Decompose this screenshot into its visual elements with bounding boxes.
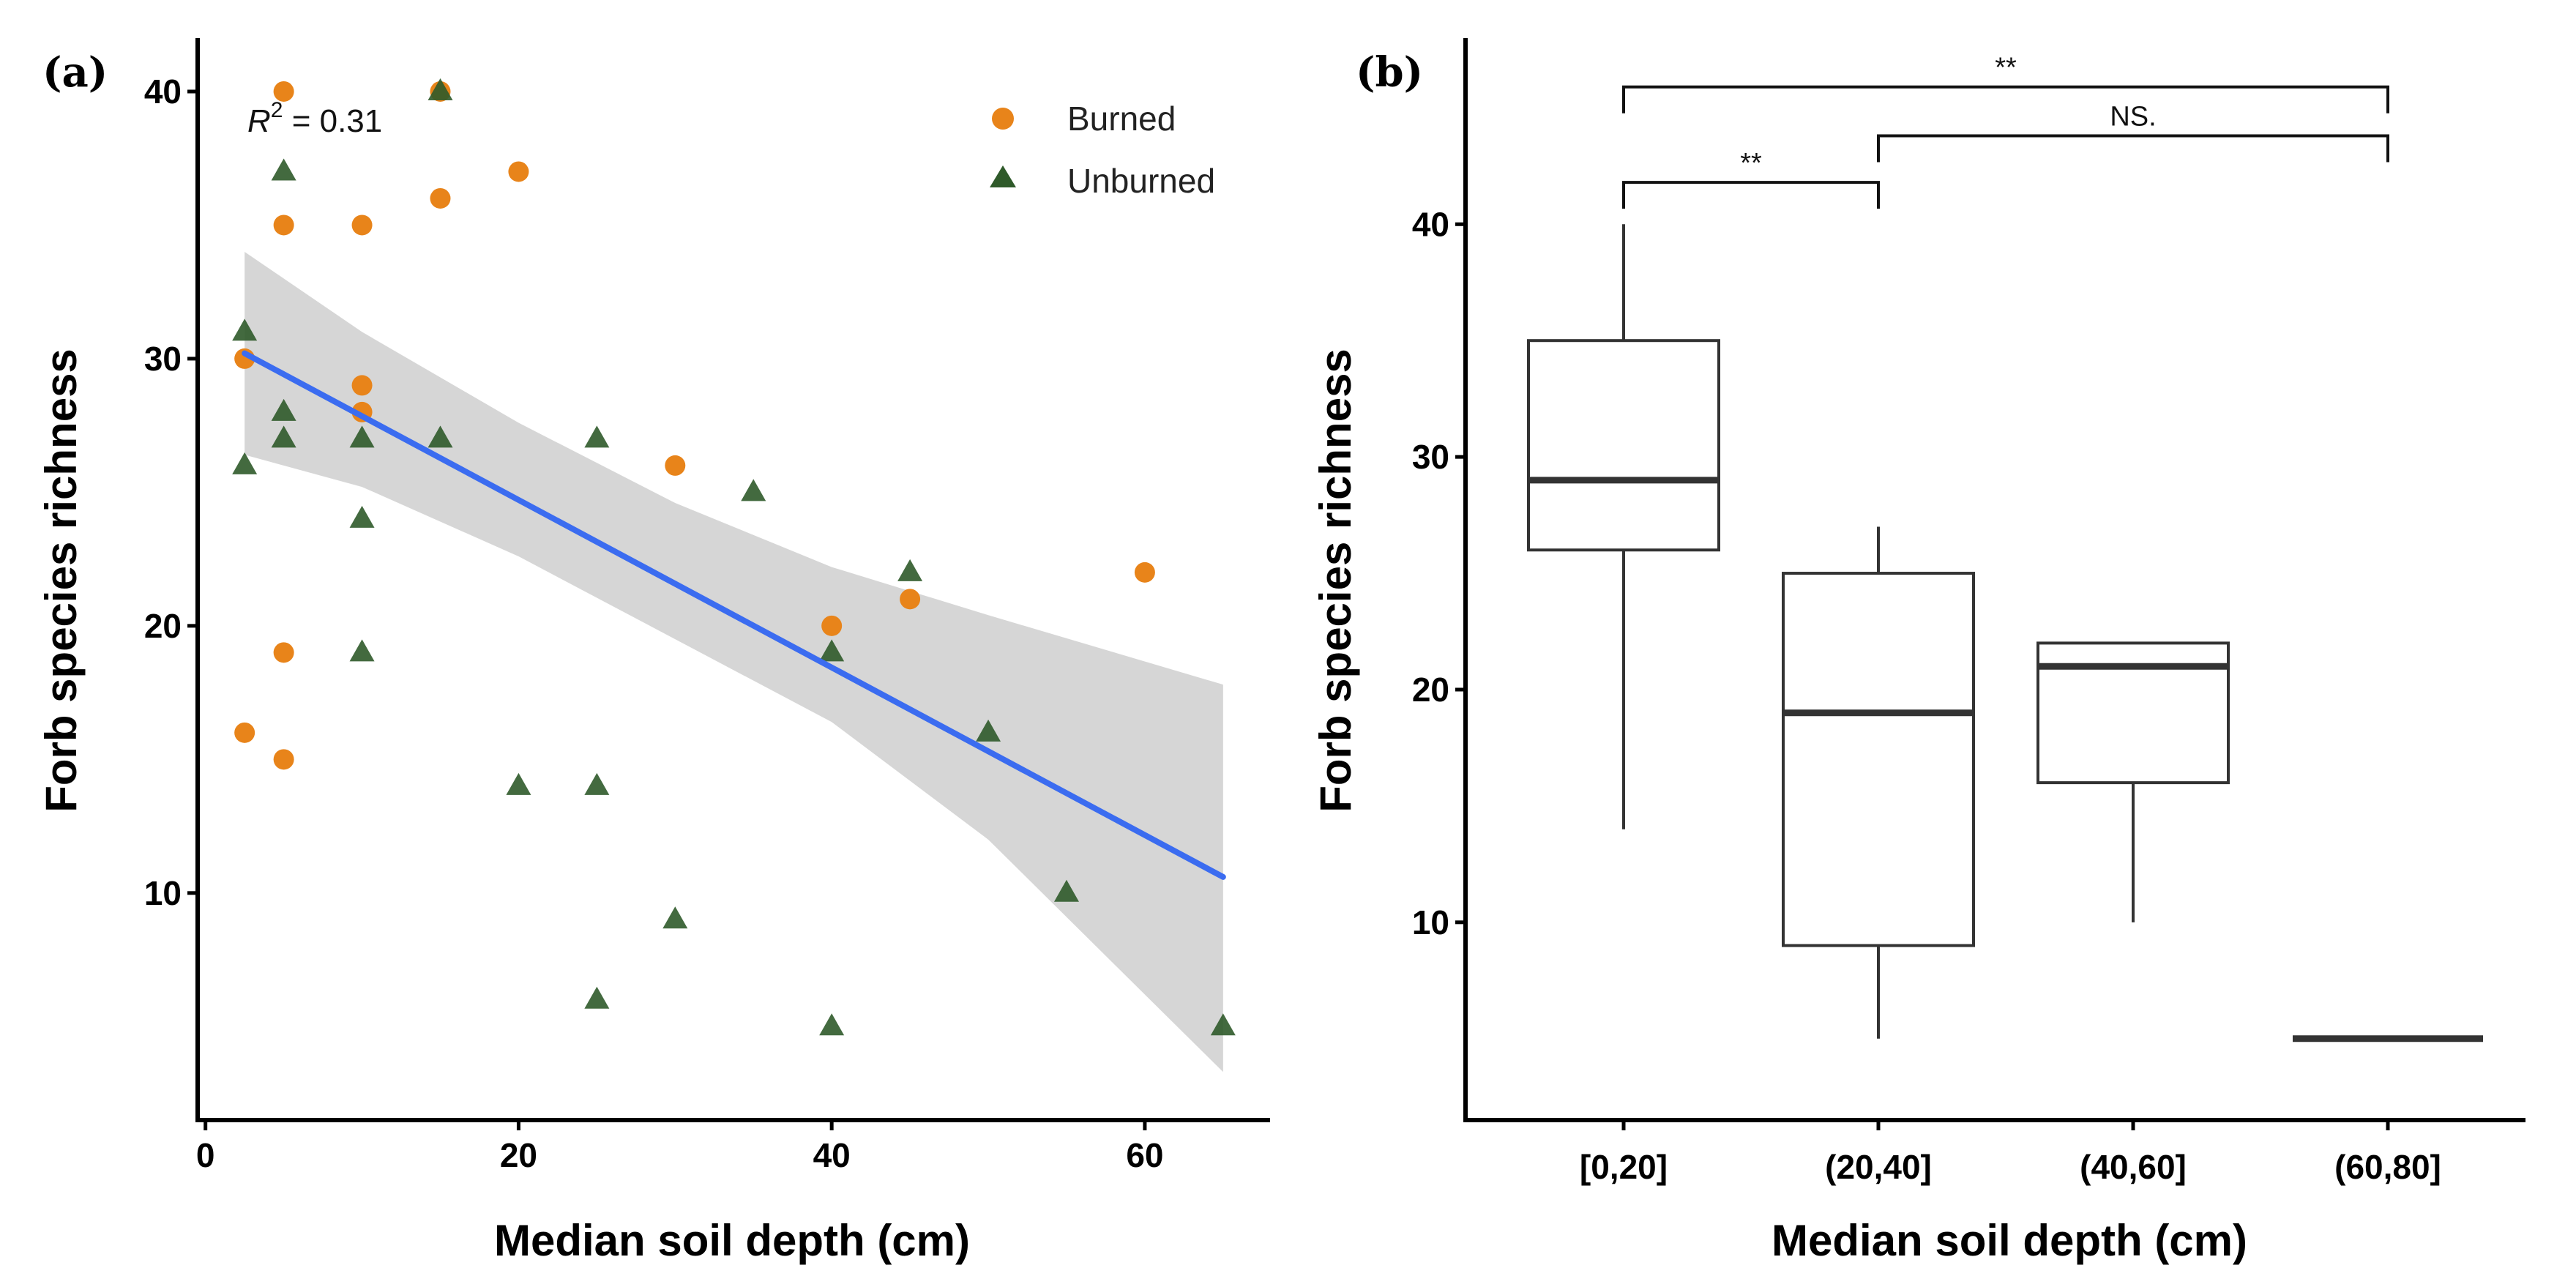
boxplot-panel: (b) **NS.** [0,20] (20,40] (40,60] (60,80] …	[1311, 38, 2525, 1265]
unburned-point	[819, 1013, 845, 1036]
significance-brackets: ** NS. **	[1622, 53, 2389, 209]
boxplot-x-tick-label: (60,80]	[2334, 1148, 2441, 1186]
burned-point	[273, 214, 294, 236]
burned-point	[273, 642, 294, 663]
boxplot-y-tick-label: 10	[1412, 903, 1449, 941]
significance-bracket	[1877, 134, 2389, 163]
significance-bracket	[1622, 181, 1880, 209]
significance-bracket	[1622, 85, 2389, 113]
scatter-y-tick-label: 20	[144, 607, 182, 645]
burned-point	[234, 722, 255, 743]
unburned-point	[349, 639, 375, 662]
significance-label: NS.	[2110, 101, 2156, 132]
scatter-y-axis-title: Forb species richness	[37, 348, 86, 813]
box-iqr	[1527, 339, 1720, 552]
unburned-point	[271, 158, 296, 181]
boxplot-layer	[1527, 224, 2483, 1042]
scatter-y-ticks: 10 20 30 40	[144, 72, 198, 912]
significance-label: **	[1740, 148, 1762, 179]
burned-point	[430, 187, 451, 209]
burned-point	[821, 615, 843, 636]
scatter-x-tick-label: 60	[1126, 1136, 1163, 1174]
boxplot-x-tick-label: (40,60]	[2080, 1148, 2187, 1186]
panel-a-label: (a)	[42, 48, 108, 97]
unburned-point	[349, 425, 375, 448]
burned-point	[508, 161, 529, 182]
burned-point	[351, 375, 373, 396]
burned-point	[351, 214, 373, 236]
burned-point	[665, 455, 686, 476]
box-iqr	[1782, 572, 1975, 947]
scatter-y-tick-label: 10	[144, 874, 182, 912]
scatter-x-tick-label: 40	[813, 1136, 851, 1174]
boxplot-y-tick-label: 30	[1412, 438, 1449, 476]
boxplot-x-axis-title: Median soil depth (cm)	[1772, 1216, 2247, 1265]
r-squared-annotation: R2 = 0.31	[247, 98, 382, 139]
unburned-point	[1053, 879, 1079, 902]
unburned-point	[232, 318, 258, 341]
regression-layer	[242, 350, 1226, 880]
scatter-y-tick-label: 40	[144, 72, 182, 111]
boxplot-y-tick-label: 40	[1412, 205, 1449, 243]
scatter-panel: (a) 0 20 40 60 10 20 30 40 R2 = 0.31 Burned Un…	[37, 38, 1270, 1265]
unburned-point	[428, 78, 453, 100]
unburned-point	[428, 425, 453, 448]
legend-burned-label: Burned	[1067, 100, 1176, 138]
unburned-point	[232, 452, 258, 474]
boxplot-x-tick-label: (20,40]	[1825, 1148, 1932, 1186]
panel-b-label: (b)	[1356, 48, 1423, 97]
legend-burned-marker	[992, 108, 1014, 130]
burned-point	[273, 81, 294, 102]
unburned-point	[584, 986, 610, 1009]
unburned-point	[584, 425, 610, 448]
unburned-point	[349, 505, 375, 528]
r-squared-exponent: 2	[271, 98, 283, 122]
boxplot-x-ticks: [0,20] (20,40] (40,60] (60,80]	[1580, 1120, 2441, 1186]
boxplot-y-axis-title: Forb species richness	[1311, 348, 1360, 813]
unburned-point	[819, 639, 845, 662]
confidence-band	[244, 251, 1223, 1072]
unburned-point	[897, 559, 923, 581]
confidence-band-layer	[244, 251, 1223, 1072]
unburned-point	[976, 719, 1001, 742]
r-squared-symbol: R	[247, 103, 271, 139]
boxplot-y-ticks: 10 20 30 40	[1412, 205, 1466, 941]
scatter-y-tick-label: 30	[144, 340, 182, 378]
regression-line	[242, 350, 1226, 880]
burned-point	[1134, 562, 1155, 583]
boxplot-x-tick-label: [0,20]	[1580, 1148, 1668, 1186]
unburned-point	[584, 772, 610, 795]
scatter-x-tick-label: 20	[500, 1136, 537, 1174]
scatter-x-axis-title: Median soil depth (cm)	[494, 1216, 970, 1265]
burned-point	[273, 749, 294, 770]
unburned-point	[506, 772, 531, 795]
unburned-point	[1210, 1013, 1236, 1036]
unburned-point	[271, 425, 296, 448]
unburned-point	[271, 398, 296, 421]
boxplot-y-tick-label: 20	[1412, 671, 1449, 709]
legend-unburned-label: Unburned	[1067, 162, 1215, 200]
scatter-x-ticks: 0 20 40 60	[196, 1120, 1163, 1174]
unburned-point	[741, 479, 766, 501]
burned-point	[900, 589, 921, 610]
legend: Burned Unburned	[990, 100, 1215, 200]
scatter-points-layer	[232, 78, 1236, 1036]
boxplot-axes	[1463, 38, 2525, 1122]
scatter-x-tick-label: 0	[196, 1136, 215, 1174]
legend-unburned-marker	[990, 165, 1016, 187]
r-squared-value: = 0.31	[283, 103, 382, 139]
unburned-point	[662, 906, 688, 929]
scatter-axes	[195, 38, 1270, 1122]
significance-label: **	[1995, 53, 2017, 83]
